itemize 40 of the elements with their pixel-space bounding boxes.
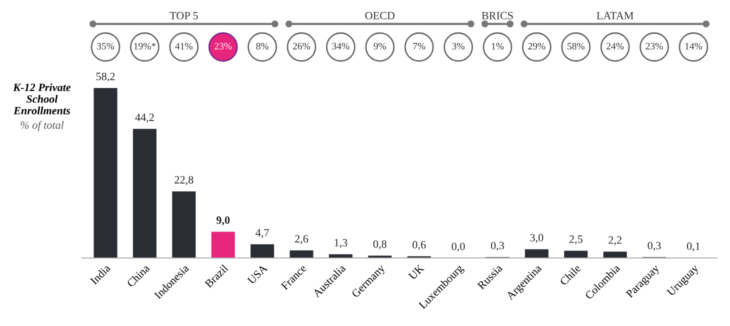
data-label: 22,8	[174, 176, 194, 186]
text: OECD	[365, 12, 395, 20]
text: 1%	[492, 42, 504, 50]
text: 3%	[452, 42, 464, 50]
text: LATAM	[596, 12, 634, 20]
text: 23%	[214, 42, 232, 50]
text: 34%	[332, 42, 350, 50]
data-label: 2,6	[295, 235, 308, 244]
text: 24%	[606, 42, 624, 50]
text: 8%	[256, 42, 268, 50]
text: 14%	[685, 42, 702, 50]
text: 35%	[97, 42, 114, 50]
x-tick-label: USA	[247, 264, 268, 285]
data-label: 2,2	[608, 236, 622, 246]
text: 23%	[646, 42, 663, 50]
data-label: 4,7	[256, 229, 269, 238]
text: 58%	[568, 42, 584, 50]
data-label: 0,3	[490, 242, 504, 251]
text: 29%	[528, 42, 546, 50]
data-label: 9,0	[216, 216, 230, 226]
text: 41%	[175, 42, 192, 50]
data-label: 58,2	[96, 72, 115, 82]
data-label: 0,3	[648, 242, 661, 251]
text: 9%	[374, 42, 386, 50]
data-label: 2,5	[569, 235, 582, 244]
text: % of total	[20, 120, 64, 132]
text: 26%	[293, 42, 310, 50]
data-label: 0,1	[686, 242, 700, 252]
text: BRICS	[482, 12, 513, 20]
data-label: 0,6	[412, 240, 426, 250]
chart-title: K-12 Private School Enrollments	[13, 83, 71, 114]
data-label: 3,0	[530, 234, 544, 244]
x-tick-label: Chile	[559, 264, 582, 286]
data-label: 1,3	[334, 238, 348, 248]
text: TOP 5	[170, 12, 198, 20]
text: 7%	[413, 42, 426, 50]
data-label: 44,2	[135, 114, 154, 123]
data-label: 0,0	[452, 242, 465, 252]
data-label: 0,8	[373, 240, 386, 250]
text: 19%*	[134, 42, 156, 50]
